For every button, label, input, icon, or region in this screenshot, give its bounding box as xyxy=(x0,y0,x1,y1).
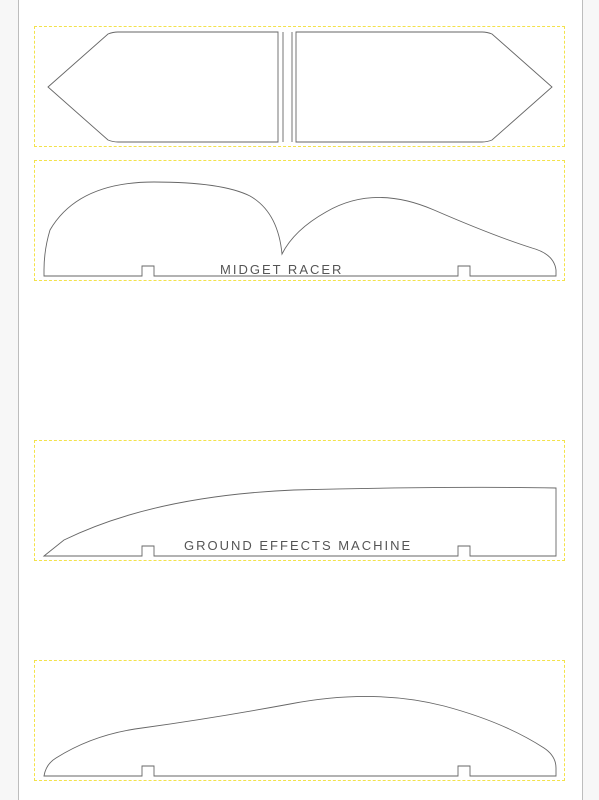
midget-racer-label: MIDGET RACER xyxy=(220,262,343,277)
section-bottom-profile xyxy=(34,660,566,782)
bottom-profile-outline xyxy=(34,660,566,782)
ground-effects-label: GROUND EFFECTS MACHINE xyxy=(184,538,412,553)
top-view-outline xyxy=(34,26,566,148)
section-top-view xyxy=(34,26,566,148)
